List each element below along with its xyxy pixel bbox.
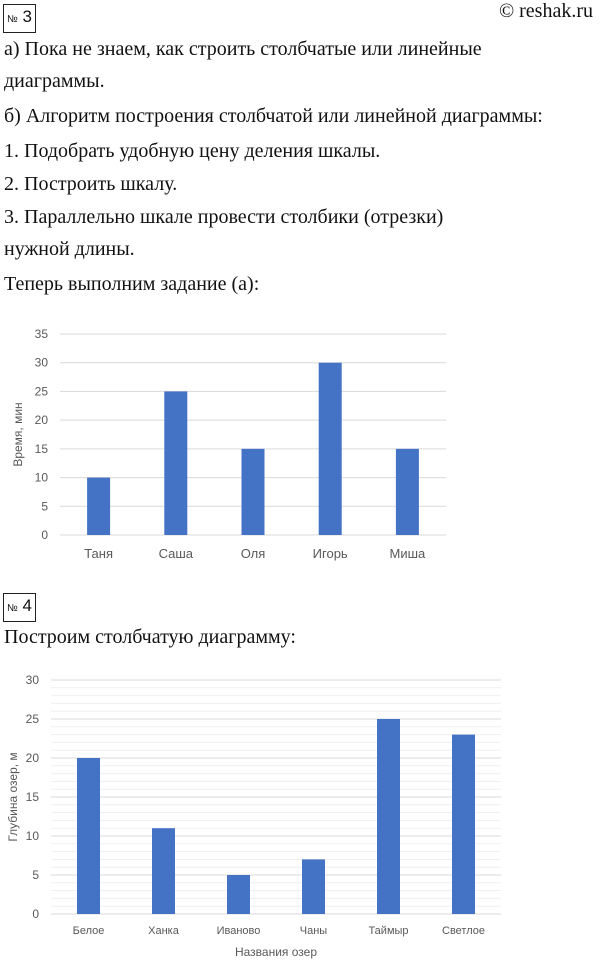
y-tick-label: 0: [41, 528, 48, 542]
x-tick-label: Иваново: [217, 925, 261, 937]
y-tick-label: 5: [41, 499, 48, 513]
y-tick-label: 20: [35, 413, 49, 427]
text-line: 1. Подобрать удобную цену деления шкалы.: [4, 140, 381, 162]
copyright: © reshak.ru: [498, 0, 593, 22]
bar-Белое: [77, 758, 100, 914]
number-sign: №: [7, 603, 18, 614]
y-tick-label: 0: [32, 907, 39, 921]
y-tick-label: 10: [26, 829, 40, 843]
x-tick-label: Саша: [159, 546, 194, 561]
text-line: Теперь выполним задание (а):: [4, 273, 260, 295]
bar-Таймыр: [377, 719, 400, 914]
x-tick-label: Чаны: [300, 925, 328, 937]
bar-Светлое: [452, 734, 475, 914]
chart-time: 0 5 10 15 20 25 30 35 Таня Саша Оля Игорь Миша Время,…: [11, 327, 446, 561]
chart-lake-depth: 0 5 10 15 20 25 30 Белое Ханка Иваново Чаны Таймыр С…: [6, 673, 501, 959]
x-tick-label: Светлое: [442, 925, 485, 937]
number-sign: №: [7, 14, 18, 25]
bar-Миша: [395, 448, 419, 535]
x-tick-label: Миша: [390, 546, 427, 561]
bar-Саша: [164, 391, 188, 535]
text-line: а) Пока не знаем, как строить столбчатые…: [4, 38, 482, 60]
x-tick-label: Ханка: [148, 925, 180, 937]
bar-Иваново: [227, 875, 250, 914]
task-number: 4: [22, 596, 32, 615]
task-4-number-box: № 4: [3, 593, 36, 622]
y-axis-title: Глубина озер, м: [6, 752, 20, 841]
text-line: нужной длины.: [4, 238, 135, 260]
task-number: 3: [22, 7, 32, 26]
y-tick-label: 35: [35, 327, 49, 341]
x-axis-title: Названия озер: [235, 945, 317, 959]
y-tick-label: 15: [26, 790, 40, 804]
y-tick-label: 25: [26, 712, 40, 726]
task-3-number-box: № 3: [3, 4, 36, 33]
x-tick-label: Таня: [84, 546, 113, 561]
x-tick-label: Таймыр: [368, 925, 408, 937]
y-tick-label: 15: [35, 442, 49, 456]
x-tick-label: Оля: [241, 546, 266, 561]
y-tick-label: 30: [26, 673, 40, 687]
x-tick-label: Белое: [73, 925, 105, 937]
text-line: 3. Параллельно шкале провести столбики (…: [4, 206, 444, 228]
bar-Игорь: [318, 362, 342, 535]
task-4-intro: Построим столбчатую диаграмму:: [4, 626, 296, 648]
bar-Оля: [241, 448, 265, 535]
y-tick-label: 20: [26, 751, 40, 765]
text-line: б) Алгоритм построения столбчатой или ли…: [4, 105, 543, 127]
text-line: 2. Построить шкалу.: [4, 173, 178, 195]
y-tick-label: 25: [35, 384, 49, 398]
x-tick-label: Игорь: [313, 546, 348, 561]
bar-Таня: [87, 477, 111, 535]
y-axis-title: Время, мин: [11, 402, 25, 466]
bar-Чаны: [302, 859, 325, 914]
y-tick-label: 30: [35, 356, 49, 370]
bar-Ханка: [152, 828, 175, 914]
y-tick-label: 10: [35, 471, 49, 485]
text-line: диаграммы.: [4, 70, 105, 92]
y-tick-label: 5: [32, 868, 39, 882]
